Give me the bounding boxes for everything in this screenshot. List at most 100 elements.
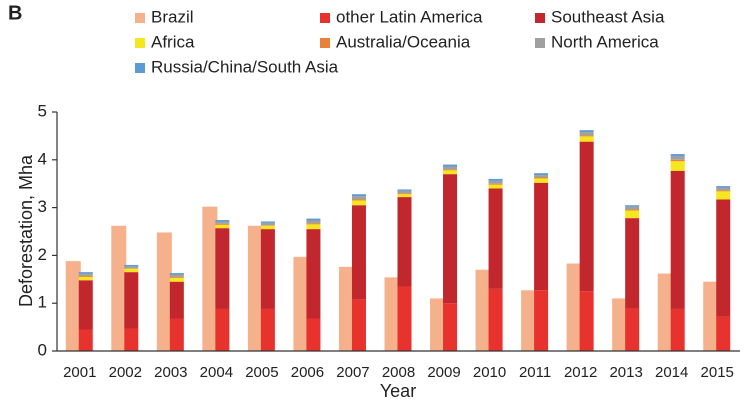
bar-segment bbox=[78, 329, 93, 351]
x-axis-label: Year bbox=[380, 381, 416, 400]
bar-segment bbox=[215, 228, 230, 309]
legend-swatch bbox=[135, 13, 145, 23]
bar-segment bbox=[579, 130, 594, 133]
bar-segment bbox=[215, 223, 230, 225]
y-axis-label: Deforestation, Mha bbox=[16, 154, 36, 307]
bar-segment bbox=[488, 188, 503, 289]
bar-segment bbox=[625, 210, 640, 219]
x-tick-label: 2009 bbox=[427, 364, 460, 381]
bar-segment bbox=[397, 286, 412, 351]
bar-segment bbox=[397, 197, 412, 287]
bar-segment bbox=[397, 189, 412, 191]
bar-segment bbox=[670, 155, 685, 160]
bar-segment bbox=[351, 200, 366, 206]
y-tick-label: 5 bbox=[38, 101, 47, 120]
bar-segment bbox=[306, 224, 321, 230]
bar-segment bbox=[670, 308, 685, 351]
legend-swatch bbox=[320, 38, 330, 48]
bar-segment bbox=[78, 276, 93, 281]
bar-segment bbox=[716, 187, 731, 191]
bar-segment bbox=[124, 264, 139, 267]
bar-segment bbox=[488, 183, 503, 185]
bar-segment bbox=[443, 169, 458, 171]
legend-label: other Latin America bbox=[336, 7, 483, 26]
bar bbox=[612, 298, 628, 351]
x-tick-label: 2010 bbox=[473, 364, 506, 381]
bar-segment bbox=[670, 159, 685, 162]
x-tick-label: 2011 bbox=[519, 364, 551, 381]
bar-segment bbox=[169, 273, 184, 275]
x-tick-label: 2008 bbox=[382, 364, 415, 381]
bar-segment bbox=[579, 291, 594, 351]
bar-segment bbox=[534, 175, 549, 178]
bar-segment bbox=[443, 170, 458, 175]
bar-segment bbox=[716, 186, 731, 188]
bar-segment bbox=[488, 184, 503, 189]
y-tick-label: 4 bbox=[38, 149, 47, 168]
bar-segment bbox=[397, 193, 412, 195]
legend-label: North America bbox=[551, 32, 659, 51]
bar-segment bbox=[534, 173, 549, 176]
bar-segment bbox=[579, 132, 594, 136]
bar bbox=[475, 269, 491, 351]
bar-segment bbox=[579, 136, 594, 142]
bar bbox=[703, 281, 719, 351]
bar-segment bbox=[716, 316, 731, 351]
legend-swatch bbox=[320, 13, 330, 23]
bar bbox=[65, 261, 81, 351]
y-tick-label: 0 bbox=[38, 340, 47, 359]
bar bbox=[156, 232, 172, 351]
bar-segment bbox=[488, 288, 503, 351]
bar-segment bbox=[443, 174, 458, 304]
bar-segment bbox=[534, 182, 549, 291]
bar-segment bbox=[306, 223, 321, 225]
bar-segment bbox=[670, 154, 685, 156]
x-tick-label: 2006 bbox=[291, 364, 324, 381]
bar-segment bbox=[625, 205, 640, 207]
bar-segment bbox=[169, 318, 184, 351]
bar-segment bbox=[169, 274, 184, 277]
bar-segment bbox=[579, 135, 594, 137]
bar bbox=[521, 290, 537, 351]
bar-segment bbox=[716, 199, 731, 317]
legend-swatch bbox=[135, 63, 145, 73]
bar-segment bbox=[351, 196, 366, 200]
bar-segment bbox=[215, 221, 230, 224]
panel-label: B bbox=[8, 2, 22, 24]
bar-segment bbox=[260, 222, 275, 226]
bar-segment bbox=[78, 280, 93, 330]
x-tick-label: 2003 bbox=[154, 364, 187, 381]
bar-segment bbox=[397, 190, 412, 194]
bar-segment bbox=[351, 199, 366, 201]
x-tick-label: 2015 bbox=[701, 364, 734, 381]
bar-segment bbox=[443, 166, 458, 170]
bar-segment bbox=[124, 328, 139, 351]
legend-label: Russia/China/South Asia bbox=[151, 57, 339, 76]
bar-segment bbox=[215, 224, 230, 229]
bar-segment bbox=[579, 141, 594, 292]
bar-segment bbox=[397, 194, 412, 198]
bar-segment bbox=[351, 299, 366, 351]
bar-segment bbox=[625, 206, 640, 210]
x-tick-label: 2013 bbox=[609, 364, 642, 381]
bar-segment bbox=[625, 307, 640, 351]
bar-segment bbox=[78, 275, 93, 277]
bar-segment bbox=[260, 229, 275, 309]
bar-segment bbox=[78, 272, 93, 274]
bar-segment bbox=[534, 290, 549, 351]
legend-swatch bbox=[535, 13, 545, 23]
x-tick-label: 2014 bbox=[655, 364, 688, 381]
bar bbox=[657, 273, 673, 351]
bar-segment bbox=[260, 308, 275, 351]
bar-segment bbox=[215, 308, 230, 351]
x-tick-label: 2004 bbox=[200, 364, 233, 381]
bar-segment bbox=[625, 218, 640, 308]
bar-segment bbox=[306, 218, 321, 221]
legend-swatch bbox=[535, 38, 545, 48]
bar-segment bbox=[625, 209, 640, 211]
bar-segment bbox=[443, 303, 458, 351]
bar-segment bbox=[670, 161, 685, 171]
bar-segment bbox=[169, 281, 184, 319]
bar-segment bbox=[169, 276, 184, 278]
bar-segment bbox=[215, 220, 230, 222]
